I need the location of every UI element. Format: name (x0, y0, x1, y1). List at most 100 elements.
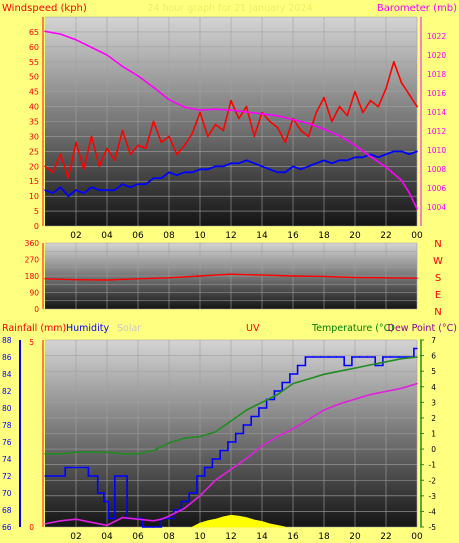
series-barometer-point (106, 54, 108, 56)
series-barometer-point (323, 128, 325, 130)
series-temperature-point (416, 356, 418, 358)
series-gust-point (385, 87, 387, 90)
series-gust-point (222, 129, 225, 132)
series-windspeed-point (276, 171, 279, 174)
series-barometer-point (183, 106, 186, 108)
direction-y-tick: 270 (25, 256, 40, 265)
series-dew-point-point (354, 398, 356, 400)
series-dew-point-point (400, 387, 403, 389)
series-windspeed-point (114, 189, 116, 191)
series-windspeed-point (152, 177, 155, 179)
series-barometer-point (416, 208, 418, 210)
barometer-y-tick: 1020 (427, 51, 446, 60)
series-windspeed-point (121, 183, 124, 185)
series-wind-direction-point (323, 275, 325, 278)
barometer-y-tick: 1018 (427, 70, 446, 79)
series-humidity-point (87, 475, 90, 477)
series-humidity-point (58, 475, 60, 477)
series-barometer-point (276, 115, 279, 117)
series-gust-point (67, 177, 70, 179)
temperature-x-tick: 10 (194, 532, 206, 542)
series-gust-point (230, 99, 232, 102)
wind-x-tick: 08 (163, 231, 175, 241)
temperature-y-tick: 0 (431, 445, 436, 454)
temperature-y-tick: 2 (431, 414, 436, 423)
temperature-x-tick: 20 (349, 532, 361, 542)
series-dew-point-point (106, 524, 108, 527)
barometer-y-tick: 1014 (427, 108, 446, 117)
series-humidity-point (343, 364, 345, 367)
series-gust-point (238, 117, 240, 120)
series-temperature-point (400, 358, 403, 360)
series-barometer-point (168, 98, 170, 101)
series-humidity-point (281, 381, 283, 384)
wind-x-tick: 04 (101, 231, 113, 241)
series-humidity-point (242, 424, 245, 426)
series-humidity-point (80, 466, 82, 469)
windspeed-y-tick: 65 (29, 28, 39, 37)
series-dew-point-point (292, 428, 294, 430)
humidity-y-tick: 80 (2, 404, 12, 413)
series-dew-point-point (183, 507, 186, 509)
humidity-y-tick: 74 (2, 455, 12, 464)
series-temperature-point (168, 442, 170, 444)
temperature-y-tick: -1 (429, 461, 437, 470)
series-dew-point-point (276, 435, 279, 438)
series-dew-point-point (323, 409, 325, 411)
series-windspeed-point (292, 165, 294, 168)
series-barometer-point (338, 135, 341, 137)
humidity-y-tick: 66 (2, 523, 12, 532)
series-barometer-point (408, 192, 411, 194)
windspeed-y-tick: 20 (29, 162, 39, 171)
series-windspeed-point (75, 189, 77, 191)
series-temperature-point (385, 361, 387, 363)
temperature-y-tick: 3 (431, 398, 436, 407)
wind-x-tick: 14 (256, 231, 268, 241)
series-windspeed-point (369, 153, 372, 156)
windspeed-y-tick: 50 (29, 73, 39, 82)
series-wind-direction-point (292, 275, 294, 277)
series-solar-area (192, 514, 286, 528)
series-humidity-point (289, 373, 291, 375)
series-wind-direction-point (106, 279, 108, 281)
series-dew-point-point (230, 468, 232, 470)
series-dew-point-point (168, 515, 170, 517)
series-gust-point (261, 111, 263, 114)
series-humidity-point (118, 475, 121, 477)
series-wind-direction-point (261, 274, 263, 276)
series-barometer-point (90, 46, 93, 49)
series-barometer-point (230, 109, 232, 111)
series-humidity-point (351, 356, 353, 358)
series-gust-point (98, 165, 101, 168)
series-windspeed-point (129, 186, 132, 188)
temperature-y-tick: 1 (431, 430, 436, 439)
series-humidity-point (235, 432, 237, 435)
barometer-y-tick: 1006 (427, 184, 446, 193)
series-humidity-point (97, 492, 99, 494)
series-temperature-point (44, 453, 46, 455)
series-gust-point (269, 120, 271, 123)
series-windspeed-point (106, 189, 108, 191)
series-dew-point-point (214, 479, 217, 481)
series-gust-point (315, 111, 318, 114)
series-windspeed-point (284, 171, 287, 174)
series-windspeed-point (245, 159, 248, 162)
windspeed-y-tick: 0 (34, 222, 39, 231)
barometer-label: Barometer (mb) (377, 3, 457, 14)
series-barometer-line (44, 30, 418, 210)
series-humidity-point (416, 347, 418, 350)
series-windspeed-point (261, 165, 263, 168)
series-gust-point (300, 129, 302, 132)
series-temperature-point (152, 449, 155, 452)
series-barometer-point (199, 109, 201, 111)
series-barometer-point (121, 65, 124, 68)
series-wind-direction-point (44, 278, 46, 280)
humidity-y-tick: 82 (2, 387, 12, 396)
humidity-y-tick: 68 (2, 506, 12, 515)
series-humidity-point (180, 500, 183, 503)
chart-title: 24 hour graph for 21 January 2024 (147, 3, 312, 14)
series-dew-point-point (75, 518, 77, 520)
series-temperature-point (245, 409, 248, 411)
temperature-x-tick: 00 (411, 532, 423, 542)
series-temperature-point (369, 364, 372, 366)
